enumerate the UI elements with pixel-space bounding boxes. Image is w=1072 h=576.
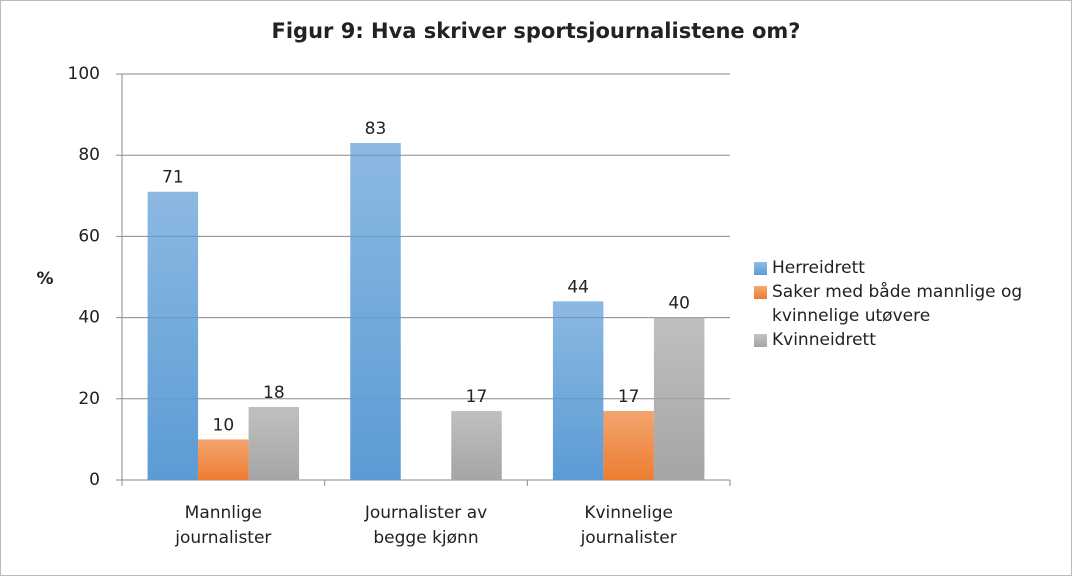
- chart-title: Figur 9: Hva skriver sportsjournalistene…: [272, 19, 801, 43]
- y-tick-label: 0: [89, 470, 100, 490]
- legend-item: Herreidrett: [754, 256, 1054, 280]
- x-tick-label: Journalister av: [364, 503, 487, 523]
- bar: [451, 410, 502, 480]
- y-tick-label: 20: [78, 389, 100, 409]
- x-tick-label: journalister: [580, 528, 677, 548]
- legend-item: Kvinneidrett: [754, 328, 1054, 352]
- y-axis-label: %: [36, 269, 53, 289]
- legend: Herreidrett Saker med både mannlige og kv…: [754, 256, 1054, 352]
- y-tick-label: 100: [68, 64, 100, 84]
- bar: [198, 439, 249, 480]
- y-tick-label: 40: [78, 308, 100, 328]
- data-label: 18: [263, 383, 285, 403]
- data-label: 17: [618, 387, 640, 407]
- data-label: 83: [365, 119, 387, 139]
- y-tick-label: 60: [78, 226, 100, 246]
- bar: [603, 410, 654, 480]
- legend-swatch: [754, 334, 767, 347]
- legend-label: Saker med både mannlige og kvinnelige ut…: [772, 282, 1023, 326]
- x-tick-label: journalister: [174, 528, 271, 548]
- data-label: 44: [567, 277, 589, 297]
- legend-swatch: [754, 262, 767, 275]
- data-label: 71: [162, 168, 184, 188]
- x-tick-label: Mannlige: [185, 503, 262, 523]
- legend-item: Saker med både mannlige og kvinnelige ut…: [754, 280, 1054, 328]
- x-tick-label: begge kjønn: [373, 528, 478, 548]
- bar: [147, 191, 199, 481]
- data-label: 17: [466, 387, 488, 407]
- data-label: 40: [668, 294, 690, 314]
- legend-label: Kvinneidrett: [772, 330, 876, 350]
- legend-label: Herreidrett: [772, 258, 865, 278]
- x-tick-label: Kvinnelige: [584, 503, 673, 523]
- bar: [248, 406, 300, 480]
- y-tick-label: 80: [78, 145, 100, 165]
- bar: [350, 143, 401, 480]
- bar: [653, 317, 705, 480]
- data-label: 10: [213, 415, 235, 435]
- bar: [552, 301, 604, 480]
- legend-swatch: [754, 286, 767, 299]
